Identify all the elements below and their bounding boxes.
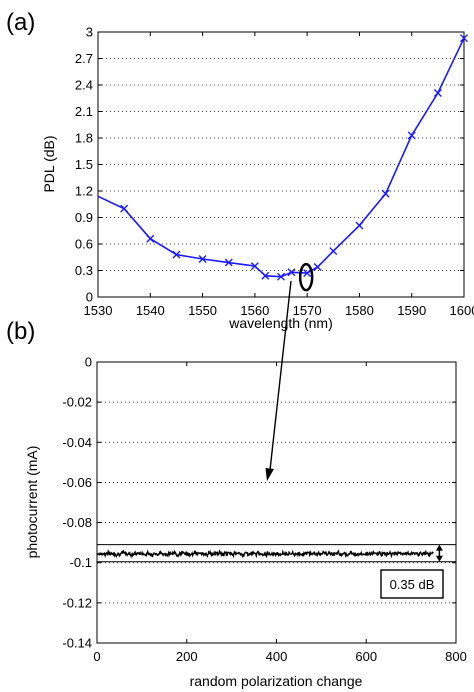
chart-a-data-point bbox=[460, 34, 468, 43]
chart-b-y-tick-label: -0.1 bbox=[70, 555, 92, 570]
chart-a-y-tick-label: 2.1 bbox=[75, 104, 93, 119]
chart-a-series-line bbox=[97, 37, 465, 278]
chart-b-y-tick-label: -0.12 bbox=[62, 595, 92, 610]
chart-b-plot-frame bbox=[96, 361, 457, 644]
chart-b: 0 -0.02 -0.04 -0.06 -0.08 -0.1 -0.12 -0.14 0 200… bbox=[24, 355, 467, 690]
chart-a-tick-marks bbox=[97, 31, 465, 298]
chart-a-plot-frame bbox=[97, 31, 465, 298]
chart-a-x-tick-label: 1590 bbox=[397, 303, 426, 318]
chart-b-y-tick-label: -0.14 bbox=[62, 636, 92, 651]
chart-b-y-axis-label: photocurrent (mA) bbox=[24, 446, 40, 559]
panel-label-a: (a) bbox=[6, 9, 35, 36]
chart-a-y-tick-labels: 0 0.3 0.6 0.9 1.2 1.5 1.8 2.1 2.4 2.7 3 bbox=[75, 25, 93, 305]
chart-b-y-tick-label: -0.04 bbox=[62, 435, 92, 450]
chart-a-data-point bbox=[146, 234, 155, 243]
chart-b-x-tick-label: 0 bbox=[93, 649, 100, 664]
panel-label-b: (b) bbox=[6, 318, 35, 345]
chart-a-x-tick-labels: 1530 1540 1550 1560 1570 1580 1590 1600 bbox=[84, 303, 474, 318]
chart-a: 00.30.60.91.21.51.82.12.42.73 1530 1540 15… bbox=[41, 25, 474, 332]
chart-a-gridlines bbox=[98, 58, 464, 271]
chart-b-y-tick-label: 0 bbox=[85, 355, 92, 370]
chart-a-data-point bbox=[261, 271, 270, 280]
connector-arrow-line bbox=[269, 280, 292, 471]
double-arrow-head-up bbox=[435, 544, 443, 551]
chart-a-data-point bbox=[433, 88, 442, 97]
chart-a-y-tick-label: 0.3 bbox=[75, 263, 93, 278]
chart-a-x-axis-label: wavelength (nm) bbox=[228, 315, 333, 331]
chart-a-y-axis-label: PDL (dB) bbox=[41, 135, 57, 192]
chart-a-x-tick-label: 1560 bbox=[240, 303, 269, 318]
chart-b-double-arrow bbox=[435, 544, 443, 562]
chart-b-series-line bbox=[96, 549, 434, 559]
chart-b-x-tick-label: 400 bbox=[266, 649, 288, 664]
connector-arrow-head bbox=[265, 468, 274, 481]
chart-a-y-tick-label: 2.4 bbox=[75, 78, 93, 93]
chart-a-data-point bbox=[277, 272, 285, 281]
chart-a-x-tick-label: 1580 bbox=[345, 303, 374, 318]
chart-a-data-point bbox=[198, 255, 207, 264]
chart-a-data-point bbox=[172, 250, 181, 259]
chart-a-data-point bbox=[381, 189, 390, 198]
chart-b-y-tick-label: -0.08 bbox=[62, 515, 92, 530]
chart-a-data-point bbox=[407, 131, 416, 140]
chart-a-x-tick-label: 1530 bbox=[84, 303, 113, 318]
chart-a-y-tick-label: 0.6 bbox=[75, 237, 93, 252]
chart-b-x-axis-label: random polarization change bbox=[190, 673, 363, 689]
chart-a-data-point bbox=[120, 204, 129, 213]
chart-a-x-tick-label: 1540 bbox=[136, 303, 165, 318]
chart-a-x-tick-label: 1600 bbox=[450, 303, 474, 318]
annotation-text: 0.35 dB bbox=[390, 577, 435, 592]
chart-b-reference-lines bbox=[97, 544, 456, 563]
chart-a-y-tick-label: 2.7 bbox=[75, 51, 93, 66]
chart-a-markers bbox=[120, 34, 468, 281]
chart-b-y-tick-label: -0.02 bbox=[62, 395, 92, 410]
chart-a-y-tick-label: 1.8 bbox=[75, 131, 93, 146]
chart-b-y-tick-label: -0.06 bbox=[62, 475, 92, 490]
chart-b-tick-marks bbox=[96, 361, 457, 644]
chart-a-y-tick-label: 3 bbox=[86, 25, 93, 40]
chart-a-data-point bbox=[313, 262, 322, 271]
chart-b-x-tick-label: 200 bbox=[176, 649, 198, 664]
chart-b-x-tick-labels: 0 200 400 600 800 bbox=[93, 649, 466, 664]
chart-a-data-point bbox=[250, 262, 259, 271]
chart-a-x-tick-label: 1550 bbox=[188, 303, 217, 318]
chart-a-y-tick-label: 1.2 bbox=[75, 184, 93, 199]
chart-a-y-tick-label: 1.5 bbox=[75, 157, 93, 172]
chart-a-data-point bbox=[355, 221, 364, 230]
chart-a-x-tick-label: 1570 bbox=[293, 303, 322, 318]
chart-a-data-point bbox=[329, 247, 338, 256]
chart-b-x-tick-label: 600 bbox=[355, 649, 377, 664]
chart-a-y-tick-label: 0.9 bbox=[75, 210, 93, 225]
annotation-box bbox=[380, 569, 444, 599]
chart-b-x-tick-label: 800 bbox=[445, 649, 467, 664]
chart-a-highlight-ellipse bbox=[298, 262, 314, 292]
chart-a-data-point bbox=[303, 269, 312, 278]
chart-a-y-tick-label: 0 bbox=[86, 290, 93, 305]
double-arrow-head-down bbox=[435, 555, 443, 562]
chart-a-data-point bbox=[287, 268, 296, 277]
chart-b-y-tick-labels: 0 -0.02 -0.04 -0.06 -0.08 -0.1 -0.12 -0.14 bbox=[62, 355, 92, 651]
chart-a-data-point bbox=[224, 258, 233, 267]
